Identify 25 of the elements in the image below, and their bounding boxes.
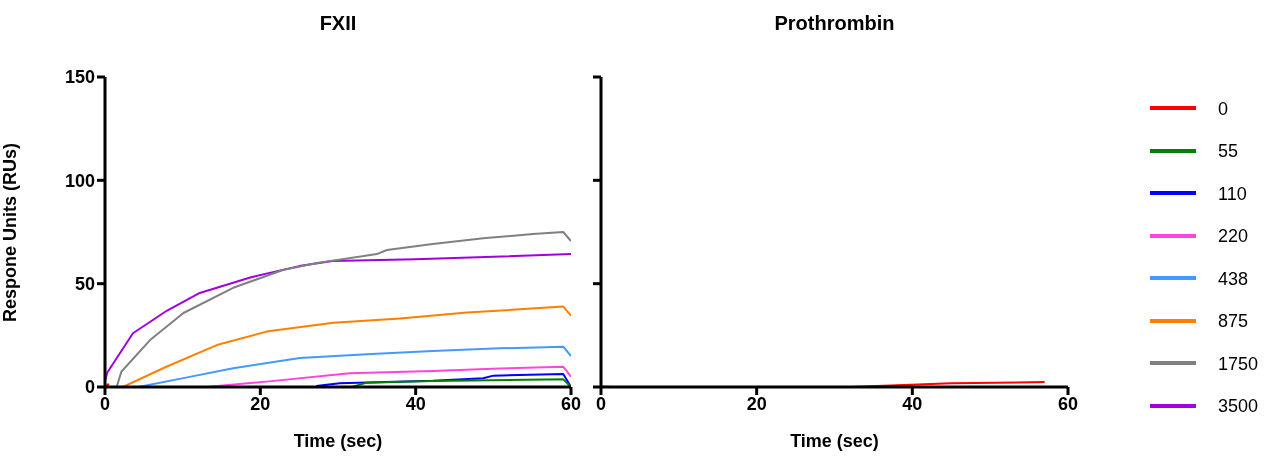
- legend-label: 220: [1218, 226, 1249, 248]
- x-tick-label: 40: [902, 393, 923, 414]
- legend-label: 55: [1218, 141, 1239, 163]
- legend-label: 0: [1218, 98, 1229, 120]
- y-tick-label: 0: [84, 377, 95, 398]
- legend-label: 110: [1218, 183, 1247, 205]
- x-tick-label: 20: [250, 393, 271, 414]
- y-tick-label: 100: [64, 170, 95, 191]
- legend-label: 875: [1218, 311, 1249, 333]
- x-tick-label: 60: [1057, 393, 1079, 414]
- x-tick-label: 0: [595, 393, 607, 414]
- legend-label: 3500: [1218, 396, 1259, 418]
- legend-label: 438: [1218, 268, 1249, 290]
- y-tick-label: 50: [74, 274, 95, 295]
- x-tick-label: 60: [560, 393, 582, 414]
- x-tick-label: 40: [405, 393, 426, 414]
- y-axis-title: Respone Units (RUs): [0, 142, 21, 322]
- x-axis-title: Time (sec): [790, 431, 879, 451]
- chart-title: FXII: [318, 12, 358, 35]
- y-tick-label: 150: [64, 67, 95, 88]
- x-tick-label: 0: [99, 393, 111, 414]
- x-axis-title: Time (sec): [293, 431, 383, 451]
- chart-title: Prothrombin: [773, 12, 896, 35]
- x-tick-label: 20: [746, 393, 767, 414]
- legend-label: 1750: [1218, 353, 1259, 375]
